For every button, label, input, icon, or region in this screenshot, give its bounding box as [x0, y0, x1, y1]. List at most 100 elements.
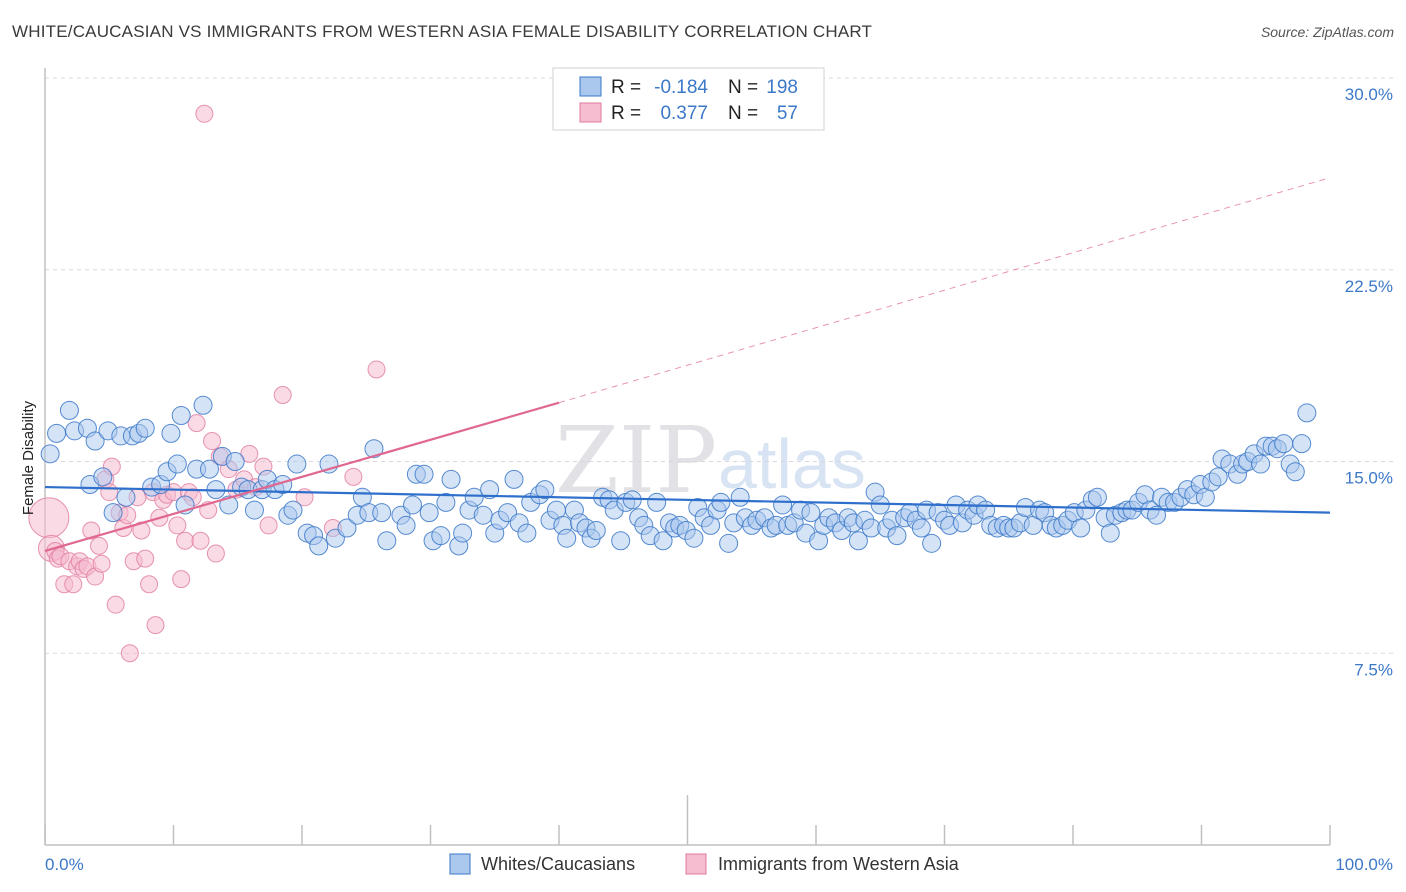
whites-point — [1087, 487, 1107, 507]
whites-point — [441, 469, 461, 489]
legend-r-label-2: R = — [611, 103, 641, 124]
whites-point — [419, 503, 439, 523]
immigrants-point — [187, 414, 206, 433]
immigrants-point — [172, 570, 191, 589]
whites-point — [848, 531, 868, 551]
whites-point — [711, 492, 731, 512]
legend-blue-swatch — [579, 76, 602, 97]
whites-point — [1071, 518, 1091, 538]
source-label: Source: ZipAtlas.com — [1260, 24, 1394, 40]
whites-point — [364, 439, 384, 459]
whites-point — [887, 526, 907, 546]
immigrants-point — [259, 516, 278, 535]
whites-point — [59, 400, 79, 420]
whites-point — [377, 531, 397, 551]
whites-point — [480, 480, 500, 500]
legend-r-value-2: 0.377 — [660, 103, 708, 124]
whites-point — [1292, 434, 1312, 454]
whites-point — [1100, 523, 1120, 543]
immigrants-point — [344, 467, 363, 486]
whites-point — [1208, 467, 1228, 487]
legend-n-value-1: 198 — [766, 77, 798, 98]
legend-n-value-2: 57 — [777, 103, 798, 124]
whites-point — [135, 418, 155, 438]
immigrants-point — [191, 531, 210, 550]
series-immigrants-points — [28, 104, 386, 663]
whites-point — [219, 495, 239, 515]
immigrants-point — [146, 616, 165, 635]
whites-point — [1147, 505, 1167, 525]
whites-point — [535, 480, 555, 500]
whites-point — [773, 495, 793, 515]
whites-point — [372, 503, 392, 523]
whites-point — [337, 518, 357, 538]
legend-r-value-1: -0.184 — [654, 77, 708, 98]
immigrants-point — [82, 521, 101, 540]
whites-point — [199, 459, 219, 479]
whites-point — [557, 528, 577, 548]
bottom-legend-label-whites: Whites/Caucasians — [481, 854, 635, 874]
y-tick-label: 7.5% — [1354, 660, 1393, 679]
immigrants-point — [203, 432, 222, 451]
immigrants-point — [89, 536, 108, 555]
immigrants-point — [120, 644, 139, 663]
immigrants-point — [273, 386, 292, 405]
whites-point — [1297, 403, 1317, 423]
legend-n-label-2: N = — [728, 103, 758, 124]
legend-pink-swatch — [579, 102, 602, 123]
legend-n-label-1: N = — [728, 77, 758, 98]
whites-point — [1251, 454, 1271, 474]
legend-r-label-1: R = — [611, 77, 641, 98]
whites-point — [309, 536, 329, 556]
immigrants-point — [64, 575, 83, 594]
whites-point — [47, 423, 67, 443]
whites-point — [922, 533, 942, 553]
whites-point — [611, 531, 631, 551]
whites-point — [453, 523, 473, 543]
whites-point — [40, 444, 60, 464]
immigrants-point — [140, 575, 159, 594]
immigrants-point — [132, 521, 151, 540]
immigrants-point — [240, 444, 259, 463]
whites-point — [504, 469, 524, 489]
whites-point — [647, 492, 667, 512]
whites-point — [287, 454, 307, 474]
whites-point — [225, 452, 245, 471]
trend-lines — [44, 177, 1331, 553]
trend-line-whites — [44, 485, 1331, 514]
whites-point — [653, 531, 673, 551]
bottom-legend-pink-swatch — [685, 853, 707, 875]
correlation-legend: R = -0.184 N = 198 R = 0.377 N = 57 — [552, 67, 825, 131]
immigrants-point — [106, 595, 125, 614]
whites-point — [283, 500, 303, 520]
whites-point — [244, 500, 264, 520]
whites-point — [403, 495, 423, 515]
whites-point — [684, 528, 704, 548]
whites-point — [93, 467, 113, 487]
whites-point — [517, 523, 537, 543]
whites-point — [396, 515, 416, 535]
x-tick-label-min: 0.0% — [45, 855, 84, 874]
whites-point — [1274, 434, 1294, 454]
immigrants-point — [176, 531, 195, 550]
whites-point — [801, 503, 821, 523]
whites-point — [193, 395, 213, 415]
immigrants-point — [367, 360, 386, 379]
y-tick-label: 30.0% — [1345, 85, 1393, 104]
tick-labels: 7.5% 15.0% 22.5% 30.0% 0.0% 100.0% — [45, 85, 1393, 874]
y-tick-label: 15.0% — [1345, 469, 1393, 488]
trend-line-immigrants-extended — [558, 177, 1331, 404]
whites-point — [103, 503, 123, 523]
trend-line-immigrants — [44, 401, 560, 553]
whites-point — [431, 526, 451, 546]
bottom-legend-label-immigrants: Immigrants from Western Asia — [718, 854, 960, 874]
whites-point — [85, 431, 105, 451]
whites-point — [473, 505, 493, 525]
immigrants-point — [136, 549, 155, 568]
whites-point — [870, 495, 890, 515]
whites-point — [1285, 462, 1305, 482]
whites-point — [116, 487, 136, 507]
bottom-legend-blue-swatch — [449, 853, 471, 875]
series-legend: Whites/Caucasians Immigrants from Wester… — [449, 853, 960, 875]
